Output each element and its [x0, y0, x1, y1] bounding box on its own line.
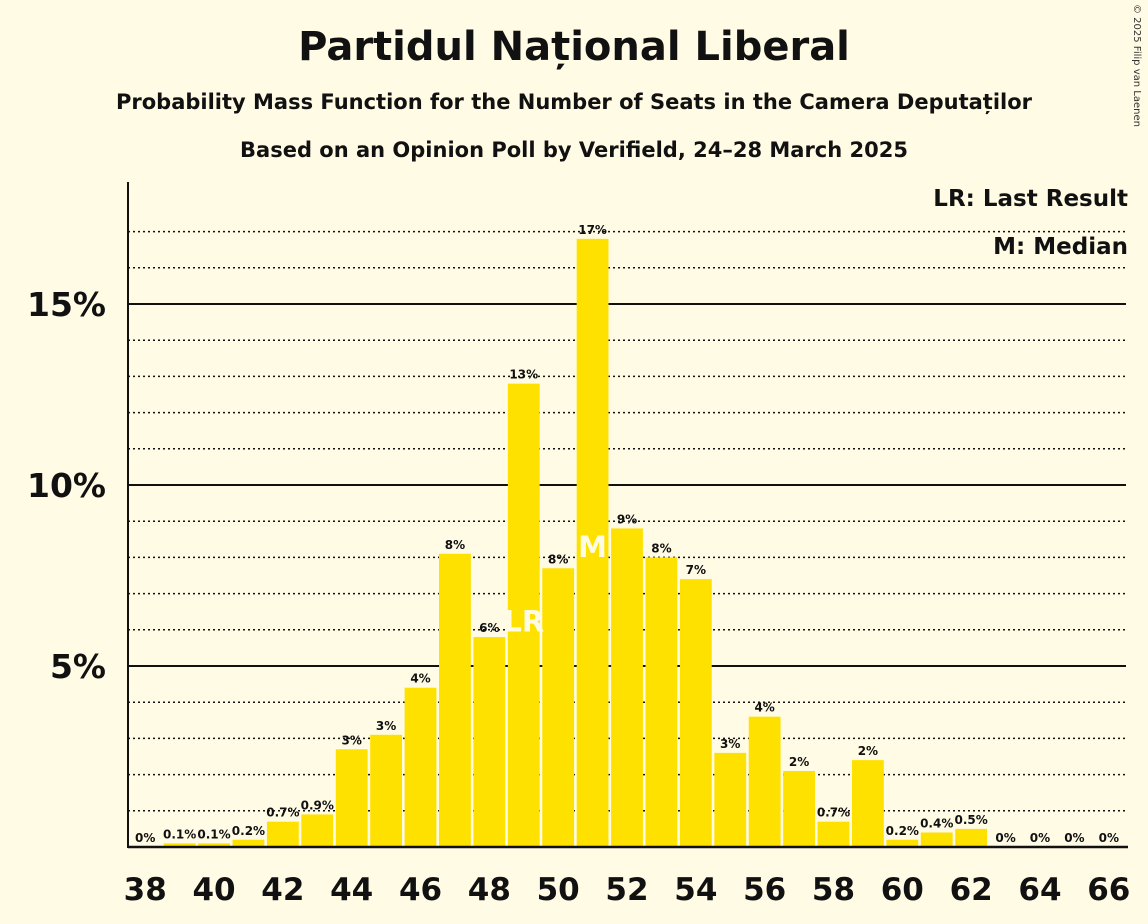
data-label-seats-52: 9% [617, 512, 637, 526]
bar-seats-41 [232, 839, 265, 847]
x-tick-label: 60 [881, 872, 924, 908]
marker-median: M [578, 530, 607, 564]
x-tick-label: 50 [537, 872, 580, 908]
x-tick-label: 58 [812, 872, 855, 908]
data-label-seats-51: 17% [578, 223, 607, 237]
data-label-seats-42: 0.7% [266, 806, 299, 820]
data-label-seats-50: 8% [548, 552, 568, 566]
data-label-seats-43: 0.9% [301, 798, 334, 812]
x-tick-label: 62 [950, 872, 993, 908]
data-label-seats-46: 4% [410, 672, 430, 686]
bar-seats-44 [335, 749, 368, 847]
bar-seats-61 [920, 832, 953, 847]
bar-seats-59 [851, 760, 884, 847]
x-tick-label: 64 [1018, 872, 1061, 908]
data-label-seats-56: 4% [754, 701, 774, 715]
bar-seats-51 [576, 238, 609, 848]
data-label-seats-60: 0.2% [886, 824, 919, 838]
data-label-seats-44: 3% [342, 733, 362, 747]
x-tick-label: 54 [674, 872, 717, 908]
y-tick-label: 5% [50, 647, 106, 686]
bar-seats-52 [611, 528, 643, 847]
data-label-seats-62: 0.5% [954, 813, 987, 827]
bar-seats-55 [714, 752, 747, 847]
bar-seats-40 [198, 843, 230, 847]
x-tick-label: 38 [124, 872, 167, 908]
x-tick-label: 44 [330, 872, 373, 908]
bar-seats-46 [404, 687, 437, 847]
bar-seats-45 [370, 734, 403, 847]
legend-last-result: LR: Last Result [933, 186, 1128, 212]
bar-seats-47 [439, 553, 471, 847]
data-label-seats-45: 3% [376, 719, 396, 733]
data-label-seats-40: 0.1% [197, 827, 230, 841]
bar-seats-60 [886, 839, 919, 847]
bar-seats-56 [748, 716, 781, 847]
bar-seats-53 [645, 557, 678, 847]
data-label-seats-64: 0% [1030, 831, 1050, 845]
data-label-seats-65: 0% [1064, 831, 1084, 845]
data-label-seats-54: 7% [686, 563, 706, 577]
x-tick-label: 42 [261, 872, 304, 908]
y-tick-label: 10% [27, 466, 106, 505]
data-label-seats-41: 0.2% [232, 824, 265, 838]
marker-last-result: LR [503, 605, 544, 639]
x-tick-label: 52 [605, 872, 648, 908]
x-tick-label: 48 [468, 872, 511, 908]
data-label-seats-58: 0.7% [817, 806, 850, 820]
data-label-seats-39: 0.1% [163, 827, 196, 841]
x-tick-label: 40 [192, 872, 235, 908]
bar-seats-50 [542, 568, 575, 847]
legend-median: M: Median [993, 234, 1128, 260]
bar-seats-49 [507, 383, 540, 847]
data-label-seats-66: 0% [1099, 831, 1119, 845]
data-label-seats-63: 0% [995, 831, 1015, 845]
chart-subtitle: Probability Mass Function for the Number… [115, 90, 1032, 114]
data-label-seats-57: 2% [789, 755, 809, 769]
bar-seats-58 [817, 821, 850, 847]
data-label-seats-59: 2% [858, 744, 878, 758]
y-tick-label: 15% [27, 285, 106, 324]
bar-seats-54 [679, 579, 712, 847]
data-label-seats-47: 8% [445, 538, 465, 552]
data-label-seats-53: 8% [651, 541, 671, 555]
x-tick-label: 56 [743, 872, 786, 908]
data-label-seats-55: 3% [720, 737, 740, 751]
bar-seats-62 [955, 828, 988, 847]
data-label-seats-49: 13% [509, 368, 538, 382]
bar-seats-43 [301, 814, 334, 847]
chart-source-subtitle: Based on an Opinion Poll by Verifield, 2… [240, 138, 908, 162]
data-label-seats-38: 0% [135, 831, 155, 845]
bar-seats-48 [473, 637, 506, 847]
bar-seats-57 [783, 770, 815, 847]
data-label-seats-61: 0.4% [920, 817, 953, 831]
bar-seats-39 [163, 843, 196, 847]
bar-seats-42 [266, 821, 299, 847]
data-label-seats-48: 6% [479, 621, 499, 635]
x-tick-label: 66 [1087, 872, 1130, 908]
chart-title: Partidul Național Liberal [298, 24, 850, 70]
x-tick-label: 46 [399, 872, 442, 908]
